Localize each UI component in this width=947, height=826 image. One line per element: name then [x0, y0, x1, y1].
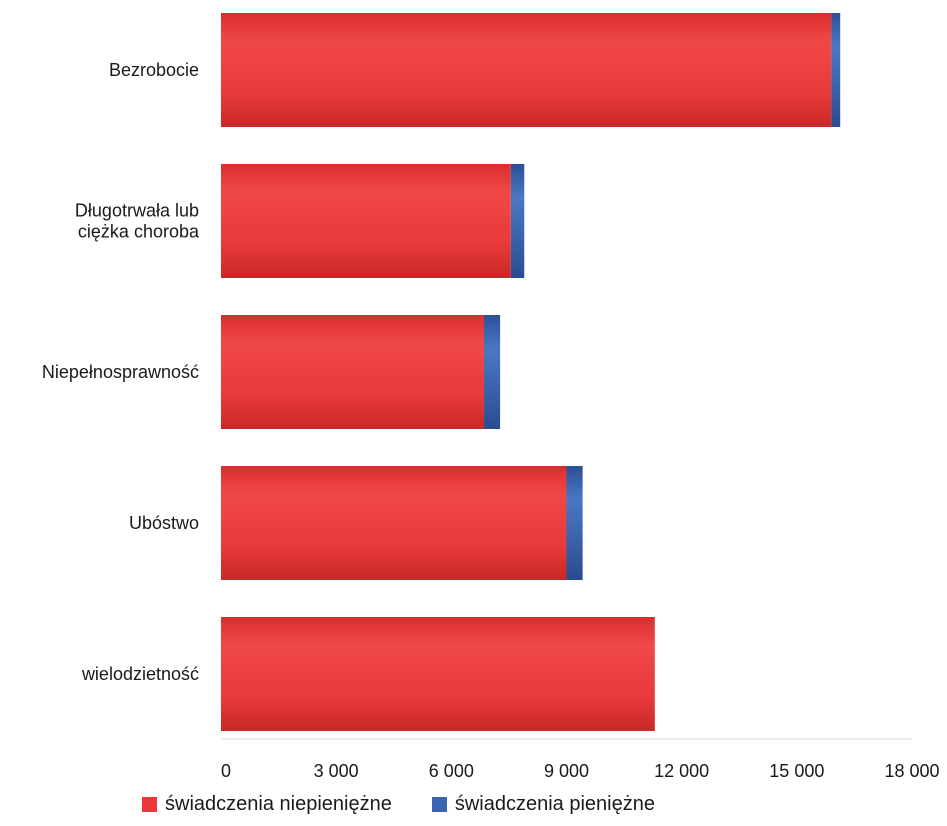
- bar-ubostwo-pieniezne: [566, 466, 583, 580]
- bar-dlugotrwala-lub-ciezka-choroba-pieniezne: [510, 164, 525, 278]
- category-label-niepelnosprawnosc: Niepełnosprawność: [42, 362, 199, 382]
- x-tick-label-9000: 9 000: [544, 761, 589, 781]
- x-tick-label-0: 0: [221, 761, 231, 781]
- x-tick-label-6000: 6 000: [429, 761, 474, 781]
- category-label-wielodzietnosc: wielodzietność: [81, 664, 199, 684]
- category-labels: Bezrobocie Długotrwała lub ciężka choroba N…: [42, 60, 200, 684]
- x-tick-label-3000: 3 000: [314, 761, 359, 781]
- bar-dlugotrwala-lub-ciezka-choroba-niepieniezne: [221, 164, 511, 278]
- legend-label-niepieniezne: świadczenia niepieniężne: [165, 793, 392, 815]
- bar-niepelnosprawnosc-pieniezne: [483, 315, 501, 429]
- bar-wielodzietnosc-niepieniezne: [221, 617, 655, 731]
- bar-bezrobocie-niepieniezne: [221, 13, 832, 127]
- legend-swatch-niepieniezne: [142, 797, 157, 812]
- x-tick-label-18000: 18 000: [884, 761, 939, 781]
- x-tick-label-12000: 12 000: [654, 761, 709, 781]
- category-label-dlugotrwala-lub-ciezka-choroba: Długotrwała lub ciężka choroba: [75, 201, 200, 242]
- legend-swatch-pieniezne: [431, 797, 447, 812]
- bar-chart: Bezrobocie Długotrwała lub ciężka choroba N…: [42, 13, 940, 781]
- bar-niepelnosprawnosc-niepieniezne: [221, 315, 484, 429]
- x-axis-ticks: 0 3 000 6 000 9 000 12 000 15 000 18 000: [221, 761, 940, 781]
- bars-layer: [221, 13, 841, 731]
- x-tick-label-15000: 15 000: [769, 761, 824, 781]
- category-label-ubostwo: Ubóstwo: [129, 513, 199, 533]
- legend: świadczenia niepieniężne świadczenia pie…: [142, 793, 655, 816]
- legend-label-pieniezne: świadczenia pieniężne: [454, 793, 655, 815]
- legend-item-niepieniezne: świadczenia niepieniężne: [142, 793, 392, 816]
- legend-item-pieniezne: świadczenia pieniężne: [431, 793, 655, 816]
- bar-bezrobocie-pieniezne: [831, 13, 841, 127]
- bar-ubostwo-niepieniezne: [221, 466, 567, 580]
- category-label-bezrobocie: Bezrobocie: [109, 60, 199, 80]
